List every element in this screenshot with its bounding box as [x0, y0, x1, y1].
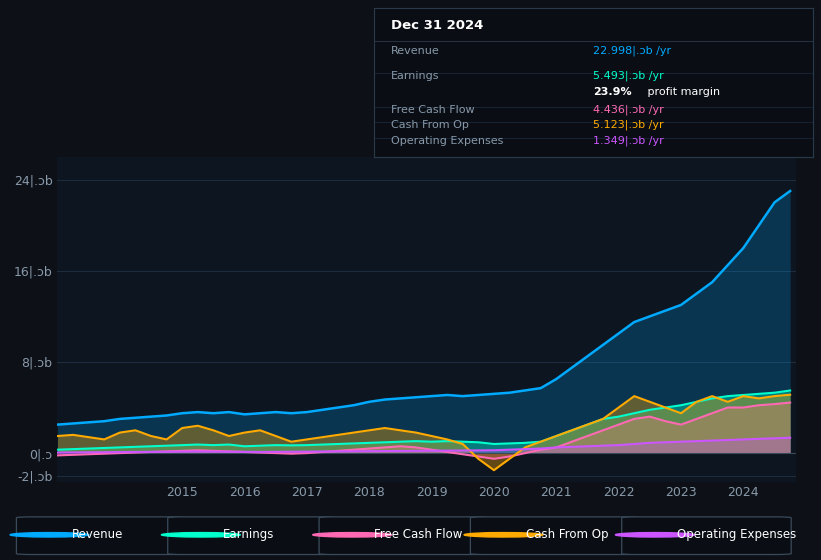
Text: Operating Expenses: Operating Expenses — [677, 528, 796, 542]
Text: 5.493|.ɔb /yr: 5.493|.ɔb /yr — [594, 71, 664, 81]
Text: 5.123|.ɔb /yr: 5.123|.ɔb /yr — [594, 120, 664, 130]
FancyBboxPatch shape — [621, 517, 791, 554]
FancyBboxPatch shape — [16, 517, 186, 554]
Text: Revenue: Revenue — [71, 528, 123, 542]
Circle shape — [616, 533, 695, 537]
Text: Cash From Op: Cash From Op — [391, 120, 469, 130]
Text: Free Cash Flow: Free Cash Flow — [374, 528, 462, 542]
Text: profit margin: profit margin — [644, 87, 720, 97]
Text: Revenue: Revenue — [391, 46, 440, 56]
Text: 22.998|.ɔb /yr: 22.998|.ɔb /yr — [594, 45, 672, 56]
Text: Earnings: Earnings — [391, 71, 439, 81]
Circle shape — [162, 533, 241, 537]
FancyBboxPatch shape — [319, 517, 488, 554]
Text: 4.436|.ɔb /yr: 4.436|.ɔb /yr — [594, 105, 664, 115]
Text: 1.349|.ɔb /yr: 1.349|.ɔb /yr — [594, 136, 664, 146]
Circle shape — [313, 533, 392, 537]
Text: Free Cash Flow: Free Cash Flow — [391, 105, 475, 115]
Text: Earnings: Earnings — [223, 528, 274, 542]
FancyBboxPatch shape — [167, 517, 337, 554]
Text: 23.9%: 23.9% — [594, 87, 632, 97]
Text: Operating Expenses: Operating Expenses — [391, 137, 503, 146]
Circle shape — [10, 533, 89, 537]
Circle shape — [464, 533, 543, 537]
FancyBboxPatch shape — [470, 517, 640, 554]
Text: Dec 31 2024: Dec 31 2024 — [391, 19, 484, 32]
Text: Cash From Op: Cash From Op — [525, 528, 608, 542]
